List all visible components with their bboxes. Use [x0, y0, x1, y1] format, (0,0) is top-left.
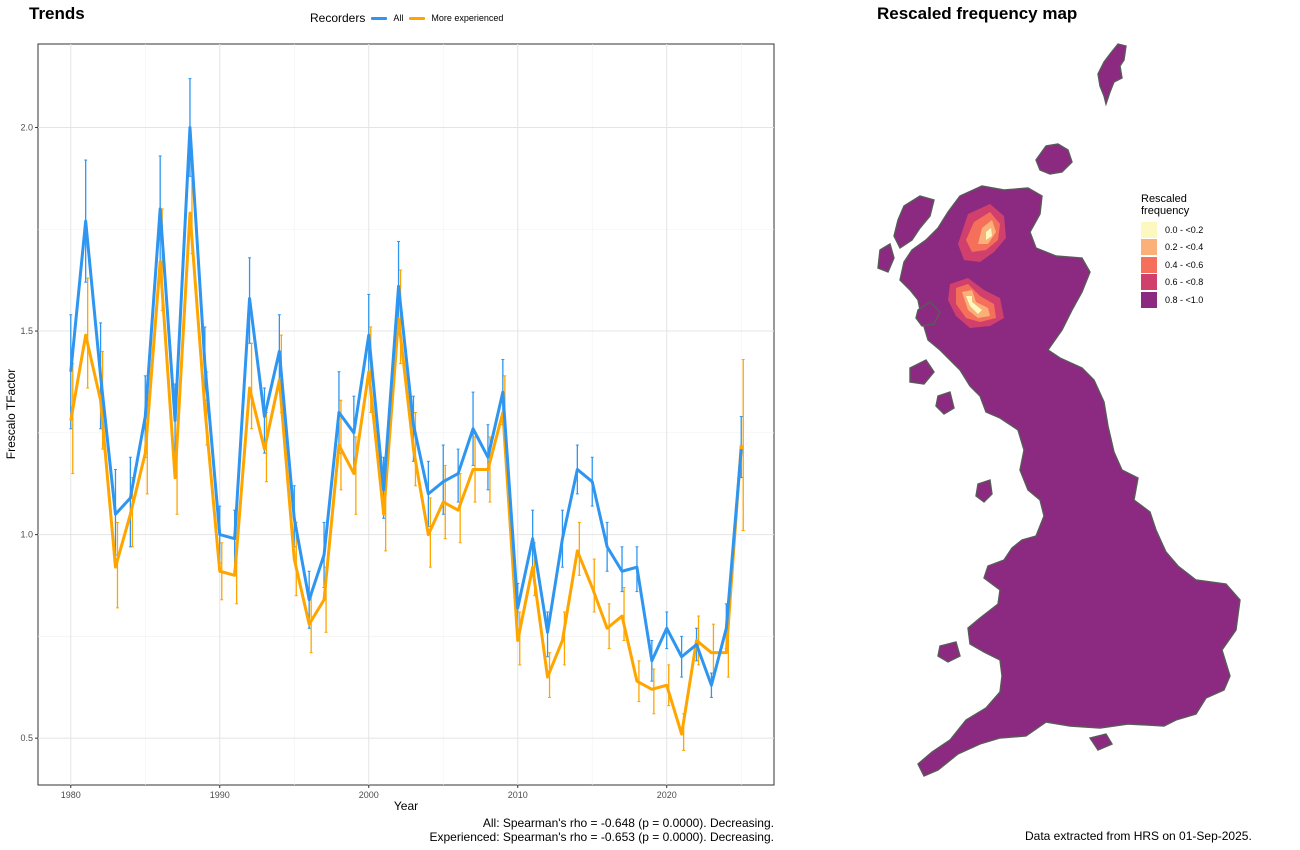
legend-swatch-experienced [409, 16, 426, 20]
map-legend-swatch [1141, 221, 1157, 238]
hebrides-north [893, 195, 935, 250]
hotspot-north-core [986, 228, 992, 240]
map-legend-swatch [1141, 256, 1157, 273]
x-tick-label: 2020 [657, 790, 677, 800]
map-legend: Rescaled frequency 0.0 - <0.2 0.2 - <0.4… [1141, 193, 1203, 309]
grid-lines [38, 44, 774, 785]
map-legend-item: 0.6 - <0.8 [1141, 274, 1203, 292]
y-tick-label: 1.5 [20, 326, 33, 336]
map-legend-title-line2: frequency [1141, 205, 1190, 217]
x-tick-label: 2010 [508, 790, 528, 800]
stat-all: All: Spearman's rho = -0.648 (p = 0.0000… [482, 816, 774, 830]
stat-experienced: Experienced: Spearman's rho = -0.653 (p … [429, 830, 775, 844]
islay-island [935, 391, 955, 415]
orkney-island [1035, 143, 1073, 175]
map-legend-label: 0.4 - <0.6 [1165, 259, 1204, 270]
frequency-hotspots [948, 204, 1006, 328]
shetland-island [1097, 43, 1127, 107]
legend-label-all: All [393, 13, 404, 23]
chart-legend: Recorders All More experienced [310, 11, 503, 25]
y-tick-label: 1.0 [20, 530, 33, 540]
isle-of-wight [1088, 733, 1114, 751]
map-legend-label: 0.0 - <0.2 [1165, 224, 1204, 235]
legend-swatch-all [371, 16, 388, 20]
y-tick-label: 0.5 [20, 733, 33, 743]
map-legend-label: 0.6 - <0.8 [1165, 277, 1204, 288]
legend-title: Recorders [310, 11, 366, 25]
mull-island [909, 359, 935, 385]
series-line-experienced [69, 211, 743, 736]
map-legend-item: 0.2 - <0.4 [1141, 239, 1203, 257]
legend-label-experienced: More experienced [431, 13, 504, 23]
isle-of-man [975, 479, 993, 503]
great-britain-mainland [899, 185, 1241, 777]
anglesey-island [937, 641, 961, 663]
map-legend-swatch [1141, 274, 1157, 291]
y-axis-label: Frescalo TFactor [4, 369, 18, 459]
legend-item-all: All [371, 13, 403, 23]
map-legend-label: 0.8 - <1.0 [1165, 294, 1204, 305]
map-legend-label: 0.2 - <0.4 [1165, 242, 1204, 253]
map-legend-item: 0.8 - <1.0 [1141, 291, 1203, 309]
trends-title: Trends [29, 4, 85, 23]
data-source-note: Data extracted from HRS on 01-Sep-2025. [1025, 829, 1252, 843]
x-tick-label: 1980 [61, 790, 81, 800]
series-line-all [69, 125, 743, 687]
hebrides-south [877, 242, 895, 273]
map-legend-item: 0.4 - <0.6 [1141, 256, 1203, 274]
map-landmass [877, 43, 1241, 777]
axis-ticks: 0.5 1.0 1.5 2.0 1980 1990 2000 2010 2020 [20, 122, 676, 800]
map-legend-item: 0.0 - <0.2 [1141, 221, 1203, 239]
hotspot-south-core [966, 296, 982, 314]
x-tick-label: 2000 [359, 790, 379, 800]
series-lines [69, 125, 743, 736]
x-axis-label: Year [394, 799, 418, 813]
y-tick-label: 2.0 [20, 122, 33, 132]
map-legend-swatch [1141, 291, 1157, 308]
map-legend-title-line1: Rescaled [1141, 193, 1187, 205]
x-tick-label: 1990 [210, 790, 230, 800]
map-legend-swatch [1141, 239, 1157, 256]
trend-chart: 0.5 1.0 1.5 2.0 1980 1990 2000 2010 2020 Year Fr… [4, 43, 775, 813]
legend-item-experienced: More experienced [409, 13, 503, 23]
skye-island [915, 301, 941, 327]
map-title: Rescaled frequency map [877, 4, 1078, 23]
